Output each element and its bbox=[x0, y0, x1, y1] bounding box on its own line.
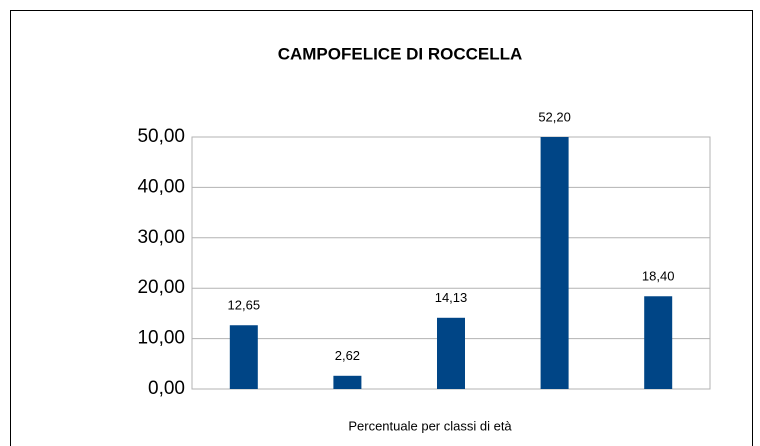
chart-title: CAMPOFELICE DI ROCCELLA bbox=[278, 44, 523, 63]
bar bbox=[437, 317, 465, 389]
y-tick-label: 10,00 bbox=[137, 328, 185, 349]
bar bbox=[540, 137, 569, 389]
value-label: 12,65 bbox=[228, 298, 261, 313]
y-tick-label: 0,00 bbox=[148, 378, 185, 399]
x-axis-label: Percentuale per classi di età bbox=[348, 418, 512, 433]
value-label: 14,13 bbox=[435, 290, 468, 305]
value-label: 52,20 bbox=[538, 109, 571, 124]
value-label: 18,40 bbox=[642, 269, 675, 284]
y-tick-label: 30,00 bbox=[137, 227, 185, 248]
bar bbox=[229, 325, 258, 389]
chart-frame bbox=[10, 10, 753, 446]
bar bbox=[333, 375, 362, 389]
bars bbox=[229, 137, 673, 389]
y-tick-label: 40,00 bbox=[137, 176, 185, 197]
y-tick-label: 50,00 bbox=[137, 126, 185, 147]
bar bbox=[644, 296, 673, 389]
value-label: 2,62 bbox=[335, 348, 360, 363]
y-tick-label: 20,00 bbox=[137, 277, 185, 298]
